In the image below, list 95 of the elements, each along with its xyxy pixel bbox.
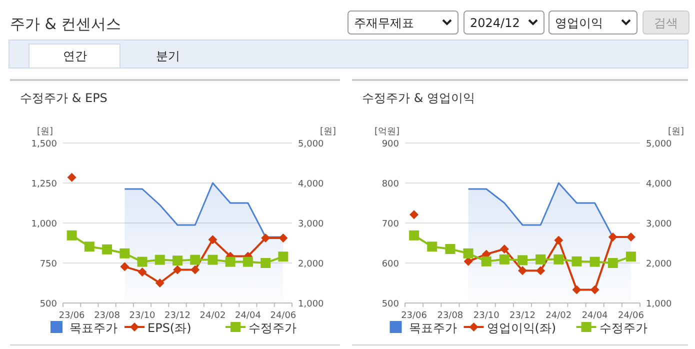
point (536, 254, 546, 264)
x-tick-label: 24/06 (270, 311, 296, 321)
point (572, 285, 582, 294)
point (66, 230, 77, 240)
text: 주재무제표 (354, 16, 414, 30)
y2-tick-label: 5,000 (646, 140, 672, 150)
y-tick-label: 800 (382, 180, 400, 190)
point (499, 254, 510, 264)
y2-tick-label: 1,000 (646, 300, 672, 310)
point (518, 255, 528, 266)
point (427, 242, 438, 252)
y-tick-label: 750 (40, 260, 58, 270)
point (536, 266, 546, 276)
y-tick-label: 1,000 (31, 220, 58, 230)
y2-tick-label: 1,000 (298, 300, 324, 310)
legend-label: 목표주가 (408, 321, 457, 335)
point (138, 267, 147, 276)
point (208, 254, 218, 265)
y-tick-label: 1,250 (31, 180, 58, 190)
text: 연간 (63, 49, 87, 63)
y-axis-title: [원] (36, 127, 54, 137)
x-tick-label: 23/12 (510, 311, 536, 321)
y-tick-label: 1,500 (31, 140, 58, 150)
text: 2024/12 (470, 16, 520, 30)
y-tick-label: 700 (382, 220, 400, 230)
point (260, 258, 271, 268)
point (554, 254, 564, 264)
point (572, 256, 582, 266)
x-tick-label: 23/06 (58, 311, 86, 321)
point (278, 252, 288, 262)
point (155, 278, 164, 288)
point (225, 256, 236, 267)
y2-tick-label: 3,000 (298, 220, 324, 230)
x-tick-label: 23/06 (401, 311, 428, 321)
point (154, 254, 165, 265)
point (137, 256, 148, 267)
point (84, 242, 94, 252)
y-tick-label: 600 (382, 260, 400, 270)
point (120, 248, 130, 258)
point (190, 265, 200, 274)
x-tick-label: 23/10 (129, 311, 156, 321)
point (554, 236, 564, 245)
text: 주가 & 컨센서스 (10, 15, 122, 33)
x-tick-label: 24/02 (200, 311, 226, 321)
y-tick-label: 500 (382, 300, 400, 310)
point (518, 266, 527, 276)
point (590, 256, 600, 267)
point (190, 254, 200, 265)
x-tick-label: 24/04 (234, 311, 262, 321)
x-tick-label: 23/08 (94, 311, 120, 321)
point (590, 285, 600, 294)
point (278, 234, 288, 243)
point (608, 258, 618, 268)
chart-title: 수정주가 & 영업이익 (362, 91, 475, 105)
point (172, 256, 182, 266)
chart-title: 수정주가 & EPS (20, 91, 108, 105)
y2-tick-label: 2,000 (646, 260, 672, 270)
x-tick-label: 24/04 (582, 311, 608, 321)
text: 검색 (654, 16, 678, 30)
y-tick-label: 900 (382, 140, 400, 150)
point (626, 252, 636, 262)
y-tick-label: 500 (40, 300, 58, 310)
y2-tick-label: 2,000 (298, 260, 324, 270)
x-tick-label: 23/12 (164, 311, 190, 321)
point (445, 244, 456, 254)
point (102, 244, 112, 254)
y2-axis-title: [원] (320, 127, 336, 137)
point (120, 262, 130, 272)
y2-tick-label: 4,000 (298, 180, 324, 190)
x-tick-label: 23/10 (473, 311, 500, 321)
y2-tick-label: 5,000 (298, 140, 324, 150)
point (173, 265, 182, 274)
text: 영업이익 (555, 16, 603, 30)
point (67, 172, 76, 182)
legend-label: 수정주가 (248, 321, 296, 335)
x-tick-label: 23/08 (437, 311, 464, 321)
legend-label: 수정주가 (599, 321, 648, 335)
x-tick-label: 24/02 (546, 311, 572, 321)
point (208, 235, 218, 244)
point (410, 210, 419, 220)
y2-tick-label: 3,000 (646, 220, 672, 230)
legend-label: 목표주가 (70, 321, 118, 335)
point (242, 256, 253, 267)
point (463, 248, 474, 258)
legend-label: 영업이익(좌) (486, 321, 556, 335)
point (481, 256, 492, 266)
text: 분기 (156, 49, 180, 63)
legend-label: EPS(좌) (148, 321, 192, 335)
point (409, 230, 420, 240)
y-axis-title: [억원] (374, 127, 400, 137)
y2-axis-title: [원] (668, 127, 684, 137)
point (500, 244, 509, 254)
point (608, 232, 618, 242)
y2-tick-label: 4,000 (646, 180, 672, 190)
x-tick-label: 24/06 (618, 311, 644, 321)
